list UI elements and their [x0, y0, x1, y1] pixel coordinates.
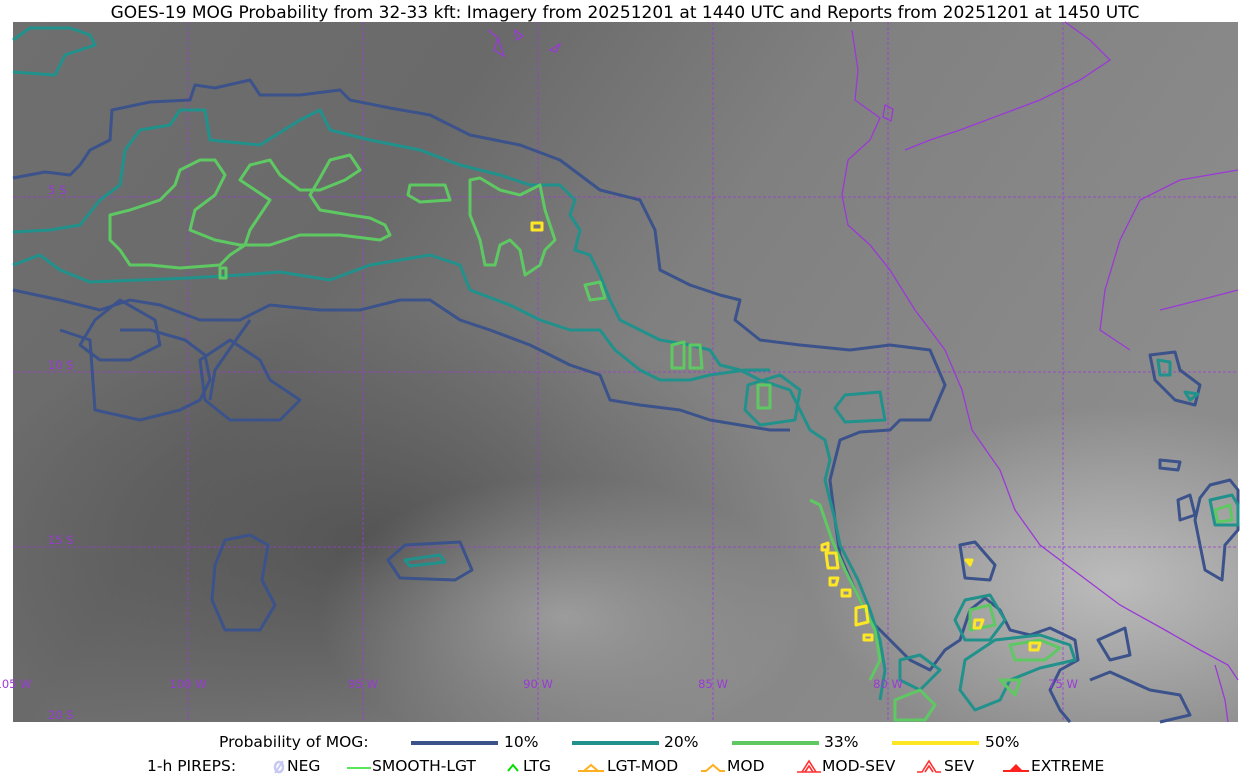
pirep-label-neg: NEG: [287, 757, 321, 775]
pirep-label-mod-sev: MOD-SEV: [822, 757, 896, 775]
contour-50-percent: [530, 221, 1042, 652]
contour-33-percent: [108, 153, 1234, 722]
legend-label-33: 33%: [824, 733, 859, 751]
mog-contours: [12, 26, 1240, 724]
longitude-label: 105 W: [0, 677, 31, 691]
pirep-label-sev: SEV: [944, 757, 975, 775]
pirep-label-ltg: LTG: [523, 757, 551, 775]
longitude-label: 95 W: [348, 677, 378, 691]
legend-swatch-50: [892, 741, 979, 745]
lgt-mod-icon: [578, 763, 604, 772]
sev-icon: [917, 759, 941, 773]
legend-swatch-20: [572, 741, 659, 745]
pireps-legend-title: 1-h PIREPS:: [147, 757, 237, 775]
latitude-label: 10 S: [48, 358, 74, 372]
contour-10-percent: [12, 78, 1240, 724]
latitude-label: 5 S: [48, 183, 66, 197]
longitude-label: 85 W: [698, 677, 728, 691]
legend-swatch-10: [411, 741, 498, 745]
latitude-label: 15 S: [48, 533, 74, 547]
pirep-label-mod: MOD: [727, 757, 765, 775]
latitude-labels: 5 S 10 S 15 S 20 S: [48, 183, 74, 722]
mod-sev-icon: [797, 759, 821, 773]
legend-swatch-33: [732, 741, 819, 745]
smooth-lgt-icon: [347, 767, 371, 769]
pirep-label-lgt-mod: LGT-MOD: [607, 757, 679, 775]
contour-20-percent: [12, 26, 1240, 712]
longitude-label: 100 W: [170, 677, 207, 691]
map-title: GOES-19 MOG Probability from 32-33 kft: …: [110, 3, 1140, 23]
pirep-label-smooth-lgt: SMOOTH-LGT: [372, 757, 476, 775]
probability-legend-title: Probability of MOG:: [219, 733, 369, 751]
legend-label-20: 20%: [664, 733, 699, 751]
legend-label-50: 50%: [985, 733, 1020, 751]
graticule: [13, 22, 1238, 722]
ltg-icon: [507, 763, 519, 772]
satellite-map: 105 W 100 W 95 W 90 W 85 W 80 W 75 W 5 S 10 S 15…: [0, 21, 1240, 724]
extreme-icon: [1003, 764, 1029, 772]
coastline: [487, 21, 1239, 723]
longitude-label: 80 W: [873, 677, 903, 691]
legend-label-10: 10%: [504, 733, 539, 751]
latitude-label: 20 S: [48, 708, 74, 722]
pirep-label-extreme: EXTREME: [1031, 757, 1105, 775]
longitude-labels: 105 W 100 W 95 W 90 W 85 W 80 W 75 W: [0, 677, 1078, 691]
neg-icon: [273, 760, 285, 774]
longitude-label: 90 W: [523, 677, 553, 691]
longitude-label: 75 W: [1048, 677, 1078, 691]
mod-icon: [701, 763, 725, 772]
